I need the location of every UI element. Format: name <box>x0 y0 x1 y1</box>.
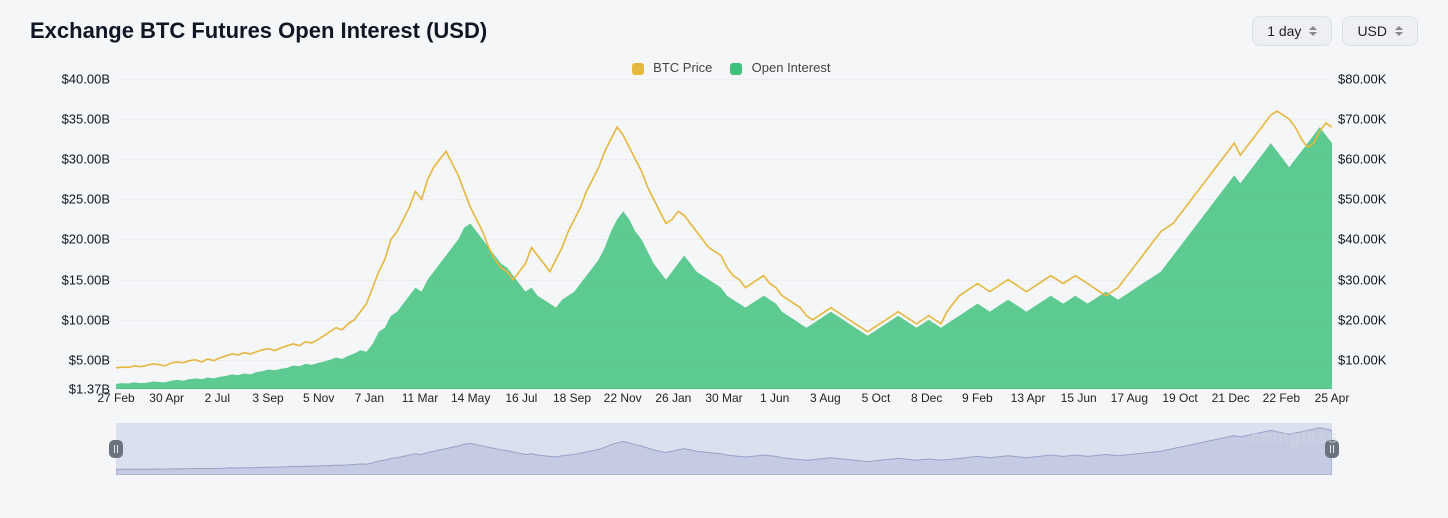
y-right-tick: $20.00K <box>1338 312 1386 327</box>
y-left-tick: $20.00B <box>62 232 110 247</box>
navigator-area <box>116 428 1332 475</box>
navigator-handle-left[interactable] <box>109 440 123 458</box>
y-right-tick: $10.00K <box>1338 352 1386 367</box>
legend-swatch-price <box>632 63 644 75</box>
period-select[interactable]: 1 day <box>1252 16 1332 46</box>
y-left-tick: $15.00B <box>62 272 110 287</box>
x-tick: 30 Apr <box>149 391 184 405</box>
y-right-tick: $30.00K <box>1338 272 1386 287</box>
x-tick: 30 Mar <box>705 391 742 405</box>
y-left-tick: $25.00B <box>62 192 110 207</box>
x-tick: 25 Apr <box>1315 391 1350 405</box>
x-tick: 3 Aug <box>810 391 841 405</box>
select-sort-icon <box>1309 26 1317 36</box>
x-tick: 7 Jan <box>355 391 384 405</box>
navigator[interactable] <box>116 423 1332 475</box>
x-axis: 27 Feb30 Apr2 Jul3 Sep5 Nov7 Jan11 Mar14… <box>116 389 1332 409</box>
y-left-tick: $5.00B <box>69 352 110 367</box>
y-left-tick: $10.00B <box>62 312 110 327</box>
x-tick: 27 Feb <box>97 391 134 405</box>
x-tick: 26 Jan <box>655 391 691 405</box>
currency-select-label: USD <box>1357 23 1387 39</box>
x-tick: 8 Dec <box>911 391 942 405</box>
y-axis-right: $80.00K$70.00K$60.00K$50.00K$40.00K$30.0… <box>1332 79 1398 389</box>
open-interest-area <box>116 127 1332 389</box>
x-tick: 3 Sep <box>252 391 283 405</box>
x-tick: 21 Dec <box>1212 391 1250 405</box>
x-tick: 15 Jun <box>1061 391 1097 405</box>
y-right-tick: $40.00K <box>1338 232 1386 247</box>
legend-label-price: BTC Price <box>653 60 712 75</box>
y-right-tick: $50.00K <box>1338 192 1386 207</box>
watermark: coinglass <box>1250 427 1338 448</box>
x-tick: 22 Feb <box>1263 391 1300 405</box>
y-right-tick: $60.00K <box>1338 152 1386 167</box>
x-tick: 9 Feb <box>962 391 993 405</box>
x-tick: 17 Aug <box>1111 391 1148 405</box>
x-tick: 14 May <box>451 391 490 405</box>
period-select-label: 1 day <box>1267 23 1301 39</box>
x-tick: 18 Sep <box>553 391 591 405</box>
chart-area[interactable]: $40.00B$35.00B$30.00B$25.00B$20.00B$15.0… <box>50 79 1398 409</box>
chart-legend: BTC Price Open Interest <box>30 60 1418 75</box>
y-left-tick: $40.00B <box>62 72 110 87</box>
y-axis-left: $40.00B$35.00B$30.00B$25.00B$20.00B$15.0… <box>50 79 116 389</box>
y-right-tick: $70.00K <box>1338 112 1386 127</box>
chart-panel: Exchange BTC Futures Open Interest (USD)… <box>0 0 1448 518</box>
x-tick: 11 Mar <box>402 391 438 405</box>
y-right-tick: $80.00K <box>1338 72 1386 87</box>
x-tick: 16 Jul <box>505 391 537 405</box>
select-sort-icon <box>1395 26 1403 36</box>
x-tick: 22 Nov <box>604 391 642 405</box>
x-tick: 5 Nov <box>303 391 334 405</box>
chart-controls: 1 day USD <box>1252 16 1418 46</box>
header-row: Exchange BTC Futures Open Interest (USD)… <box>30 10 1418 52</box>
x-tick: 13 Apr <box>1011 391 1046 405</box>
x-tick: 2 Jul <box>205 391 230 405</box>
y-left-tick: $30.00B <box>62 152 110 167</box>
plot-area[interactable] <box>116 79 1332 389</box>
legend-label-oi: Open Interest <box>752 60 831 75</box>
y-left-tick: $35.00B <box>62 112 110 127</box>
legend-swatch-oi <box>730 63 742 75</box>
navigator-svg <box>116 423 1332 475</box>
currency-select[interactable]: USD <box>1342 16 1418 46</box>
x-tick: 5 Oct <box>862 391 891 405</box>
x-tick: 19 Oct <box>1162 391 1197 405</box>
series-svg <box>116 79 1332 389</box>
chart-title: Exchange BTC Futures Open Interest (USD) <box>30 18 487 44</box>
x-tick: 1 Jun <box>760 391 789 405</box>
